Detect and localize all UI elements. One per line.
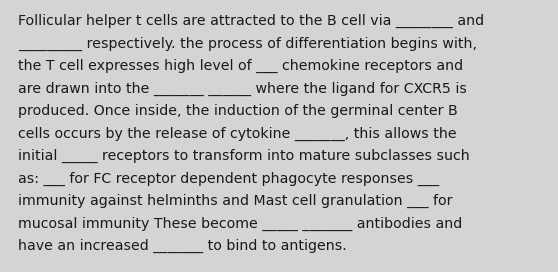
Text: the T cell expresses high level of ___ chemokine receptors and: the T cell expresses high level of ___ c… xyxy=(18,59,463,73)
Text: _________ respectively. the process of differentiation begins with,: _________ respectively. the process of d… xyxy=(18,36,477,51)
Text: mucosal immunity These become _____ _______ antibodies and: mucosal immunity These become _____ ____… xyxy=(18,217,462,231)
Text: as: ___ for FC receptor dependent phagocyte responses ___: as: ___ for FC receptor dependent phagoc… xyxy=(18,172,439,186)
Text: initial _____ receptors to transform into mature subclasses such: initial _____ receptors to transform int… xyxy=(18,149,470,163)
Text: are drawn into the _______ ______ where the ligand for CXCR5 is: are drawn into the _______ ______ where … xyxy=(18,82,467,96)
Text: immunity against helminths and Mast cell granulation ___ for: immunity against helminths and Mast cell… xyxy=(18,194,453,208)
Text: Follicular helper t cells are attracted to the B cell via ________ and: Follicular helper t cells are attracted … xyxy=(18,14,484,28)
Text: produced. Once inside, the induction of the germinal center B: produced. Once inside, the induction of … xyxy=(18,104,458,118)
Text: have an increased _______ to bind to antigens.: have an increased _______ to bind to ant… xyxy=(18,239,347,253)
Text: cells occurs by the release of cytokine _______, this allows the: cells occurs by the release of cytokine … xyxy=(18,126,456,141)
